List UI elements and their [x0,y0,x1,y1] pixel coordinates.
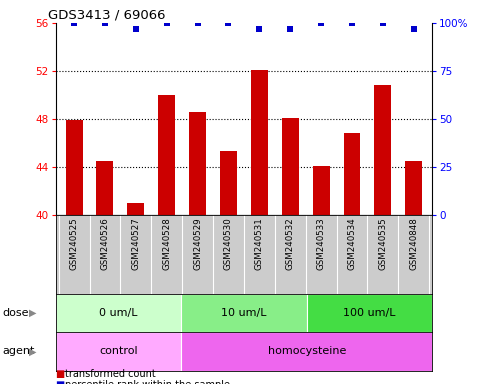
Bar [128,203,144,215]
Text: ■: ■ [56,369,65,379]
Text: homocysteine: homocysteine [268,346,346,356]
Bar [97,161,114,215]
Text: GSM240532: GSM240532 [286,217,295,270]
Text: GSM240535: GSM240535 [378,217,387,270]
Text: ▶: ▶ [29,346,37,356]
Text: GSM240848: GSM240848 [409,217,418,270]
Text: GSM240525: GSM240525 [70,217,79,270]
Text: GSM240530: GSM240530 [224,217,233,270]
Bar [374,86,391,215]
Text: GSM240527: GSM240527 [131,217,141,270]
Bar [282,118,298,215]
Text: agent: agent [2,346,35,356]
Text: GSM240533: GSM240533 [317,217,326,270]
Text: GDS3413 / 69066: GDS3413 / 69066 [48,9,166,22]
Text: 0 um/L: 0 um/L [99,308,138,318]
Bar [189,112,206,215]
Text: GSM240528: GSM240528 [162,217,171,270]
Text: 100 um/L: 100 um/L [343,308,396,318]
Bar [181,294,307,332]
Text: GSM240534: GSM240534 [347,217,356,270]
Text: transformed count: transformed count [65,369,156,379]
Bar [220,151,237,215]
Bar [56,332,181,371]
Bar [343,134,360,215]
Text: GSM240529: GSM240529 [193,217,202,270]
Bar [158,95,175,215]
Text: 10 um/L: 10 um/L [221,308,267,318]
Bar [405,161,422,215]
Text: control: control [99,346,138,356]
Bar [56,294,181,332]
Bar [313,166,329,215]
Bar [66,120,83,215]
Text: percentile rank within the sample: percentile rank within the sample [65,380,230,384]
Text: dose: dose [2,308,29,318]
Text: ■: ■ [56,380,65,384]
Text: GSM240531: GSM240531 [255,217,264,270]
Bar [307,294,432,332]
Text: GSM240526: GSM240526 [100,217,110,270]
Text: ▶: ▶ [29,308,37,318]
Bar [181,332,432,371]
Bar [251,70,268,215]
